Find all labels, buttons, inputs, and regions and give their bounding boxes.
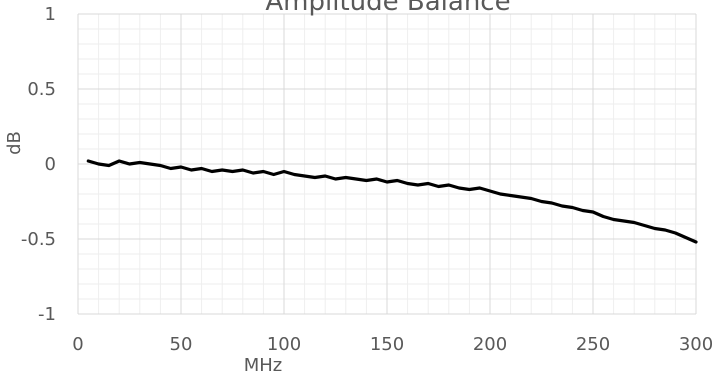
- x-axis-label: MHz: [244, 355, 283, 374]
- series-line: [86, 159, 698, 244]
- y-tick-label: 0: [45, 154, 56, 175]
- y-axis-label: dB: [4, 131, 25, 155]
- y-tick-label: 0.5: [27, 79, 56, 100]
- y-tick-label: 1: [45, 4, 56, 25]
- y-tick-label: -1: [38, 304, 56, 325]
- x-tick-label: 150: [370, 334, 404, 355]
- major-grid: [77, 13, 697, 315]
- tick-labels: 0 50 100 150 200 250 300 1 0.5 0 -0.5 -1: [21, 4, 713, 355]
- chart-title: Amplitude Balance: [265, 0, 510, 17]
- x-tick-label: 100: [267, 334, 301, 355]
- y-tick-label: -0.5: [21, 229, 56, 250]
- x-tick-label: 50: [170, 334, 193, 355]
- x-tick-label: 0: [72, 334, 83, 355]
- x-tick-label: 200: [473, 334, 507, 355]
- series-layer: [86, 159, 698, 244]
- x-tick-label: 300: [679, 334, 713, 355]
- x-tick-label: 250: [576, 334, 610, 355]
